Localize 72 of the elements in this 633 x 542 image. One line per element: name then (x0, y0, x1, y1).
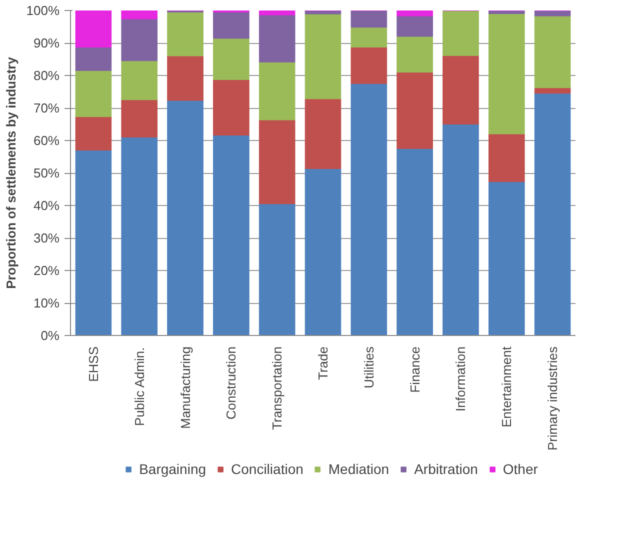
legend-label: Arbitration (414, 461, 478, 477)
x-tick-label: Construction (224, 346, 239, 420)
bar (213, 38, 250, 80)
legend-label: Bargaining (139, 461, 206, 477)
y-tick-label: 90% (33, 36, 60, 50)
y-axis-title: Proportion of settlements by industry (3, 56, 18, 289)
bar (350, 10, 388, 28)
x-tick-label: Entertainment (499, 346, 514, 428)
bar (75, 116, 112, 150)
y-tick-label: 20% (33, 263, 60, 278)
bar (534, 10, 571, 16)
bar (121, 60, 158, 100)
y-tick-label: 50% (33, 166, 60, 180)
bar (258, 62, 296, 120)
y-tick-label: 40% (33, 198, 60, 213)
bar (75, 150, 112, 336)
bar (534, 88, 571, 94)
bar (304, 98, 342, 170)
x-tick-label: Transportation (270, 346, 285, 430)
bar (258, 204, 296, 336)
bar (121, 137, 158, 336)
bar (488, 134, 525, 182)
x-tick-label: Manufacturing (178, 346, 193, 429)
bar (167, 100, 204, 336)
y-tick-label: 30% (33, 230, 60, 246)
bar (258, 14, 296, 62)
legend-label: Other (502, 461, 538, 477)
bar (75, 70, 112, 118)
y-tick-label: 0% (40, 328, 60, 343)
legend-label: Conciliation (231, 461, 304, 477)
bar (121, 18, 158, 62)
bar (396, 16, 433, 37)
bar (213, 79, 250, 136)
y-tick-label: 80% (33, 68, 60, 83)
bar (213, 12, 250, 39)
bar (488, 182, 525, 336)
bar (304, 168, 342, 336)
y-tick-label: 10% (33, 296, 60, 310)
bar (258, 10, 296, 16)
x-tick-label: Finance (407, 346, 422, 393)
x-tick-label: Utilities (361, 346, 376, 388)
y-tick-label: 70% (33, 100, 60, 116)
bar (350, 46, 388, 84)
bar (121, 100, 158, 138)
bar (534, 16, 571, 88)
bar (350, 27, 388, 48)
legend-label: Mediation (328, 461, 390, 477)
bar (442, 55, 479, 124)
y-tick-label: 100% (26, 3, 60, 18)
bar (167, 12, 204, 56)
bar (350, 83, 388, 336)
bar (396, 36, 433, 72)
x-tick-label: Trade (316, 346, 330, 380)
y-tick-label: 60% (33, 133, 60, 148)
bar (304, 14, 342, 100)
x-tick-label: Information (453, 346, 468, 412)
bar (75, 10, 112, 48)
x-tick-label: Primary industries (545, 346, 560, 451)
bar (213, 135, 250, 336)
bar (396, 10, 433, 16)
bar (167, 56, 204, 101)
bar (258, 120, 296, 204)
bar (121, 10, 158, 20)
bar (396, 72, 433, 149)
bar (534, 93, 571, 336)
bar (442, 124, 479, 336)
bar (396, 148, 433, 336)
bar (488, 14, 525, 134)
bar (442, 10, 479, 56)
x-tick-label: Public Admin. (132, 347, 147, 426)
x-tick-label: EHSS (86, 346, 101, 382)
bar (75, 46, 112, 71)
